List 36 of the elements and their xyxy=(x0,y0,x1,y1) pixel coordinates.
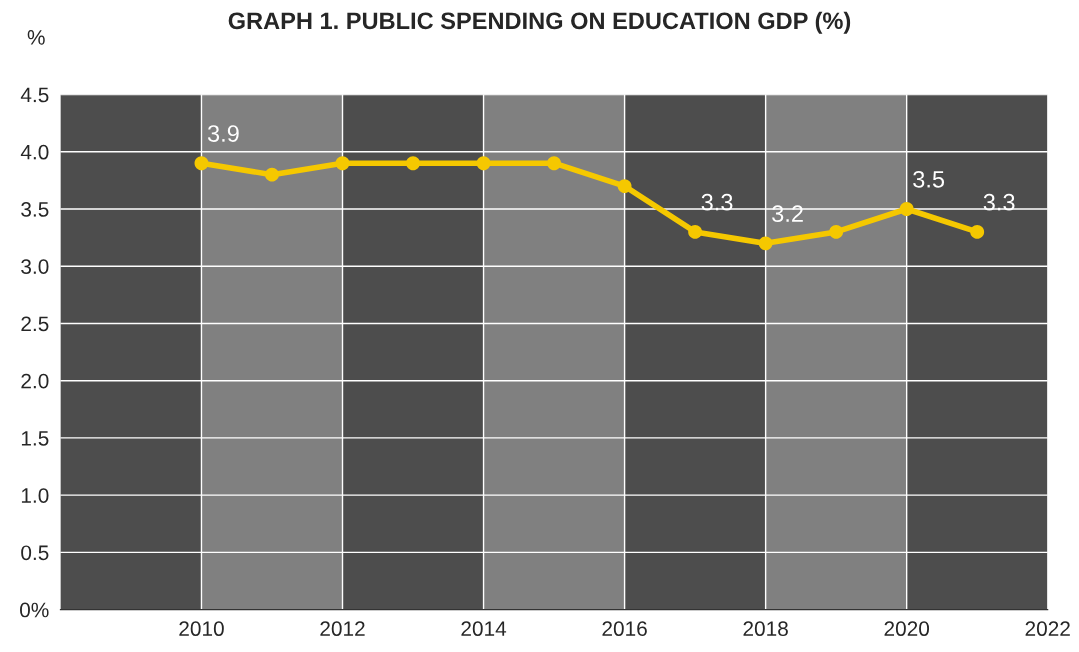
chart-title: GRAPH 1. PUBLIC SPENDING ON EDUCATION GDP (%) xyxy=(228,11,851,34)
y-tick-label: 1.5 xyxy=(21,431,49,446)
point xyxy=(758,236,773,251)
point xyxy=(476,156,491,171)
x-tick-label: 2018 xyxy=(743,621,788,637)
y-tick-label: 0.5 xyxy=(21,545,49,561)
point xyxy=(688,224,703,239)
y-tick-label: 1.0 xyxy=(21,488,49,503)
x-tick-label: 2020 xyxy=(884,621,930,637)
x-tick-label: 2022 xyxy=(1025,621,1070,637)
y-tick-label: 4.0 xyxy=(20,144,49,160)
point xyxy=(406,156,420,171)
y-tick-label: 3.0 xyxy=(21,259,49,274)
point xyxy=(265,167,279,182)
x-tick-label: 2016 xyxy=(602,621,647,637)
x-tick-label: 2010 xyxy=(179,621,224,637)
point xyxy=(829,224,844,239)
x-tick-label: 2014 xyxy=(461,621,507,637)
point xyxy=(335,156,350,171)
data-label: 3.9 xyxy=(207,125,239,142)
data-label: 3.2 xyxy=(772,205,803,223)
y-tick-label: 2.0 xyxy=(21,373,49,389)
point xyxy=(547,156,562,171)
y-tick-label: 4.5 xyxy=(20,87,49,103)
y-tick-label: 2.5 xyxy=(21,316,49,332)
data-label: 3.3 xyxy=(701,193,733,211)
point xyxy=(617,179,632,194)
point xyxy=(899,202,914,216)
y-axis-title: % xyxy=(27,30,45,45)
data-label: 3.3 xyxy=(983,193,1015,211)
point xyxy=(194,156,209,171)
x-tick-label: 2012 xyxy=(320,621,365,637)
point xyxy=(970,224,985,239)
y-tick-label: 0% xyxy=(20,602,49,618)
data-label: 3.5 xyxy=(913,170,945,188)
y-tick-label: 3.5 xyxy=(21,202,49,217)
